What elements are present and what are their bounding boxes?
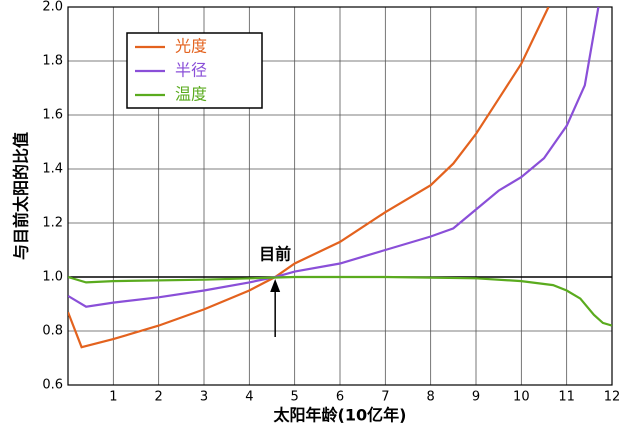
x-tick-label: 10: [513, 390, 530, 405]
x-axis-label: 太阳年龄(10亿年): [273, 406, 407, 425]
x-tick-label: 12: [604, 390, 621, 405]
annotation-text: 目前: [259, 245, 291, 264]
x-tick-label: 6: [336, 390, 344, 405]
annotation-arrowhead: [270, 279, 281, 292]
y-tick-label: 1.6: [42, 108, 63, 123]
legend-label: 半径: [175, 61, 207, 80]
x-tick-label: 5: [291, 390, 299, 405]
series-line: [68, 7, 600, 308]
plot-frame: [67, 6, 613, 386]
series-line: [68, 7, 550, 349]
x-tick-label: 4: [245, 390, 253, 405]
y-tick-label: 2.0: [42, 0, 63, 15]
x-tick-label: 8: [427, 390, 435, 405]
x-tick-label: 9: [472, 390, 480, 405]
series-line: [68, 275, 612, 327]
legend-label: 温度: [175, 85, 207, 104]
y-tick-label: 0.6: [42, 378, 63, 393]
x-tick-label: 11: [558, 390, 575, 405]
y-axis-label: 与目前太阳的比值: [12, 132, 31, 260]
x-tick-label: 7: [381, 390, 389, 405]
y-tick-label: 1.2: [42, 216, 63, 231]
legend-label: 光度: [175, 37, 207, 56]
x-tick-label: 1: [109, 390, 117, 405]
y-tick-label: 1.8: [42, 54, 63, 69]
y-tick-label: 0.8: [42, 324, 63, 339]
y-tick-label: 1.4: [42, 162, 63, 177]
y-tick-label: 1.0: [42, 270, 63, 285]
x-tick-label: 3: [200, 390, 208, 405]
x-tick-label: 2: [155, 390, 163, 405]
